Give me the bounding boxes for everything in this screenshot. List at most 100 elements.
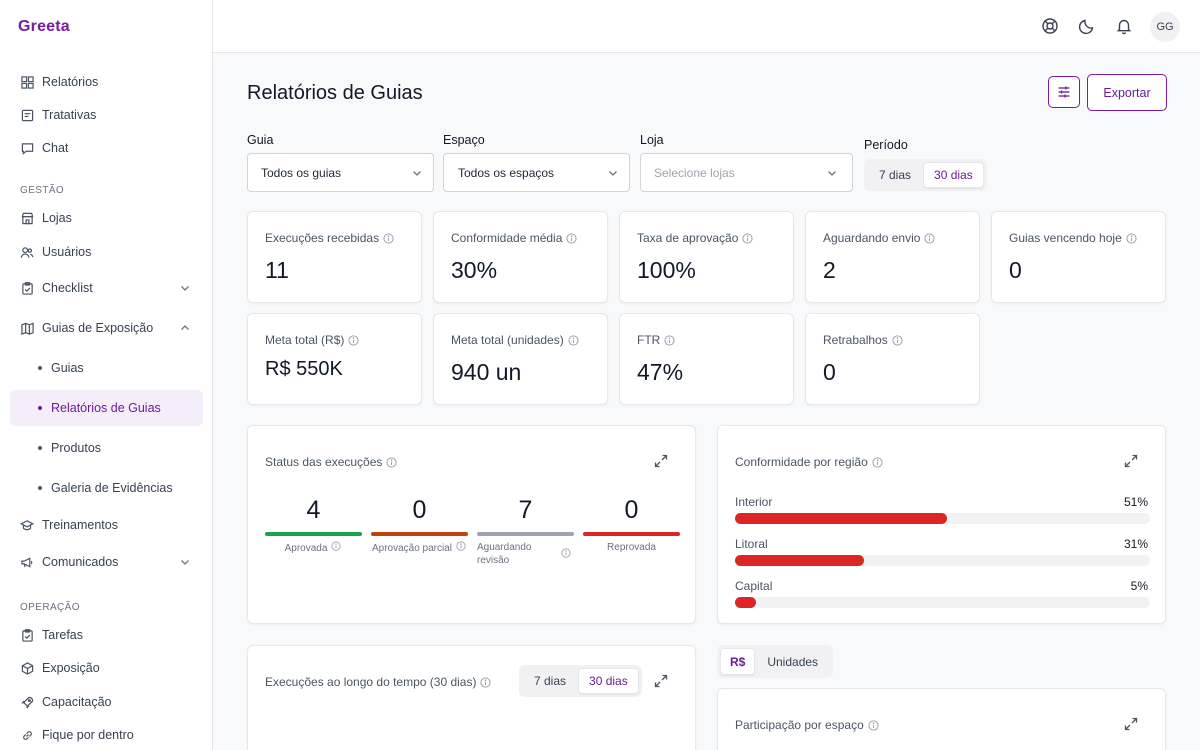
sidebar-item-fique-por-dentro[interactable]: Fique por dentro [10,717,203,750]
chevron-down-icon[interactable] [179,282,191,294]
sidebar-item-label: Tratativas [42,108,97,122]
periodo-option-30-dias[interactable]: 30 dias [923,162,984,188]
sidebar-item-label: Relatórios [42,75,99,89]
bell-icon[interactable] [1115,17,1133,35]
chevron-down-icon [411,167,423,179]
info-icon[interactable] [456,541,467,552]
kpi-value: 940 un [451,359,522,385]
guia-select[interactable]: Todos os guias [247,153,434,192]
sidebar-item-treinamentos[interactable]: Treinamentos [10,507,203,543]
info-icon[interactable] [568,334,579,346]
moon-icon[interactable] [1078,17,1096,35]
sidebar-item-tarefas[interactable]: Tarefas [10,617,203,653]
section-label-operacao: OPERAÇÃO [20,602,80,613]
conformidade-regiao-card: Conformidade por região Interior 51% Lit… [717,425,1166,624]
loja-select[interactable]: Selecione lojas [640,153,853,192]
expand-icon[interactable] [1124,454,1138,468]
status-label: Reprovada [607,542,656,553]
periodo-filter-label: Período [864,138,908,152]
sidebar-subitem-galeria[interactable]: Galeria de Evidências [10,470,203,506]
export-button[interactable]: Exportar [1087,74,1167,111]
sidebar-item-label: Comunicados [42,555,119,569]
expand-icon[interactable] [1124,717,1138,731]
sidebar-item-label: Guias [51,361,84,375]
kpi-card-meta-total-unidades: Meta total (unidades) 940 un [433,313,608,405]
map-icon [20,321,34,335]
sidebar-item-relatorios[interactable]: Relatórios [10,64,203,100]
help-lifebuoy-icon[interactable] [1041,17,1059,35]
sidebar-item-label: Galeria de Evidências [51,481,173,495]
info-icon[interactable] [480,676,492,688]
sidebar-subitem-produtos[interactable]: Produtos [10,430,203,466]
kpi-label: Guias vencendo hoje [1009,231,1137,245]
info-icon[interactable] [868,719,879,731]
kpi-label: Taxa de aprovação [637,231,753,245]
card-title: Execuções ao longo do tempo (30 dias) [265,675,492,689]
espaco-select[interactable]: Todos os espaços [443,153,630,192]
card-title: Status das execuções [265,455,397,469]
avatar[interactable]: GG [1150,12,1180,42]
kpi-value: 2 [823,257,836,283]
sidebar-item-label: Treinamentos [42,518,118,532]
timeline-period-toggle: 7 dias 30 dias [519,665,642,697]
unit-option-unidades[interactable]: Unidades [767,654,819,669]
timeline-option-30-dias[interactable]: 30 dias [578,668,639,694]
info-icon[interactable] [561,548,572,559]
card-title: Participação por espaço [735,718,879,732]
sidebar-item-exposicao[interactable]: Exposição [10,650,203,686]
info-icon[interactable] [383,232,394,244]
kpi-value: 0 [823,359,836,385]
status-item-reprovada: 0 Reprovada [583,496,680,554]
kpi-card-retrabalhos: Retrabalhos 0 [805,313,980,405]
sidebar-item-comunicados[interactable]: Comunicados [10,544,203,580]
sidebar-item-lojas[interactable]: Lojas [10,200,203,236]
kpi-card-taxa-aprovacao: Taxa de aprovação 100% [619,211,794,303]
region-name: Litoral [735,537,768,551]
grid-icon [20,75,34,89]
filter-settings-button[interactable] [1048,76,1080,108]
sidebar-item-checklist[interactable]: Checklist [10,270,203,306]
status-count: 0 [412,496,427,524]
info-icon[interactable] [386,456,397,468]
status-item-aprovacao-parcial: 0 Aprovação parcial [371,496,468,555]
sidebar-item-guias-exposicao[interactable]: Guias de Exposição [10,310,203,346]
info-icon[interactable] [872,456,883,468]
info-icon[interactable] [566,232,577,244]
sidebar-item-label: Tarefas [42,628,83,642]
participacao-espaco-card: Participação por espaço [717,688,1166,750]
info-icon[interactable] [1126,232,1137,244]
clipboard-icon [20,108,34,122]
sidebar-item-chat[interactable]: Chat [10,130,203,166]
sidebar-subitem-guias[interactable]: Guias [10,350,203,386]
expand-icon[interactable] [654,674,668,688]
info-icon[interactable] [924,232,936,244]
timeline-option-7-dias[interactable]: 7 dias [534,674,567,688]
chevron-up-icon[interactable] [179,322,191,334]
info-icon[interactable] [331,541,342,552]
kpi-card-ftr: FTR 47% [619,313,794,405]
info-icon[interactable] [892,334,903,346]
region-bar-fill [735,555,864,566]
sidebar-item-tratativas[interactable]: Tratativas [10,97,203,133]
info-icon[interactable] [664,334,675,346]
expand-icon[interactable] [654,454,668,468]
status-bar-gray [477,532,574,536]
sidebar-item-usuarios[interactable]: Usuários [10,234,203,270]
info-icon[interactable] [348,334,359,346]
chevron-down-icon[interactable] [179,556,191,568]
kpi-card-meta-total-rs: Meta total (R$) R$ 550K [247,313,422,405]
card-title: Conformidade por região [735,455,883,469]
guia-select-value: Todos os guias [261,165,342,180]
app-logo[interactable]: Greeta [18,18,70,35]
periodo-option-7-dias[interactable]: 7 dias [879,168,912,182]
sliders-icon [1057,85,1071,99]
sidebar-subitem-relatorios-guias[interactable]: Relatórios de Guias [10,390,203,426]
status-label: Aprovação parcial [371,541,468,555]
kpi-value: 47% [637,359,684,385]
sidebar-item-capacitacao[interactable]: Capacitação [10,684,203,720]
store-icon [20,211,34,225]
info-icon[interactable] [742,232,753,244]
kpi-card-execucoes-recebidas: Execuções recebidas 11 [247,211,422,303]
unit-option-rs[interactable]: R$ [720,648,756,675]
bullet-dot [38,406,42,410]
